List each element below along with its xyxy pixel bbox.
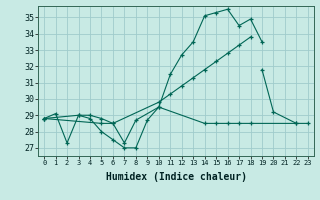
X-axis label: Humidex (Indice chaleur): Humidex (Indice chaleur) <box>106 172 246 182</box>
